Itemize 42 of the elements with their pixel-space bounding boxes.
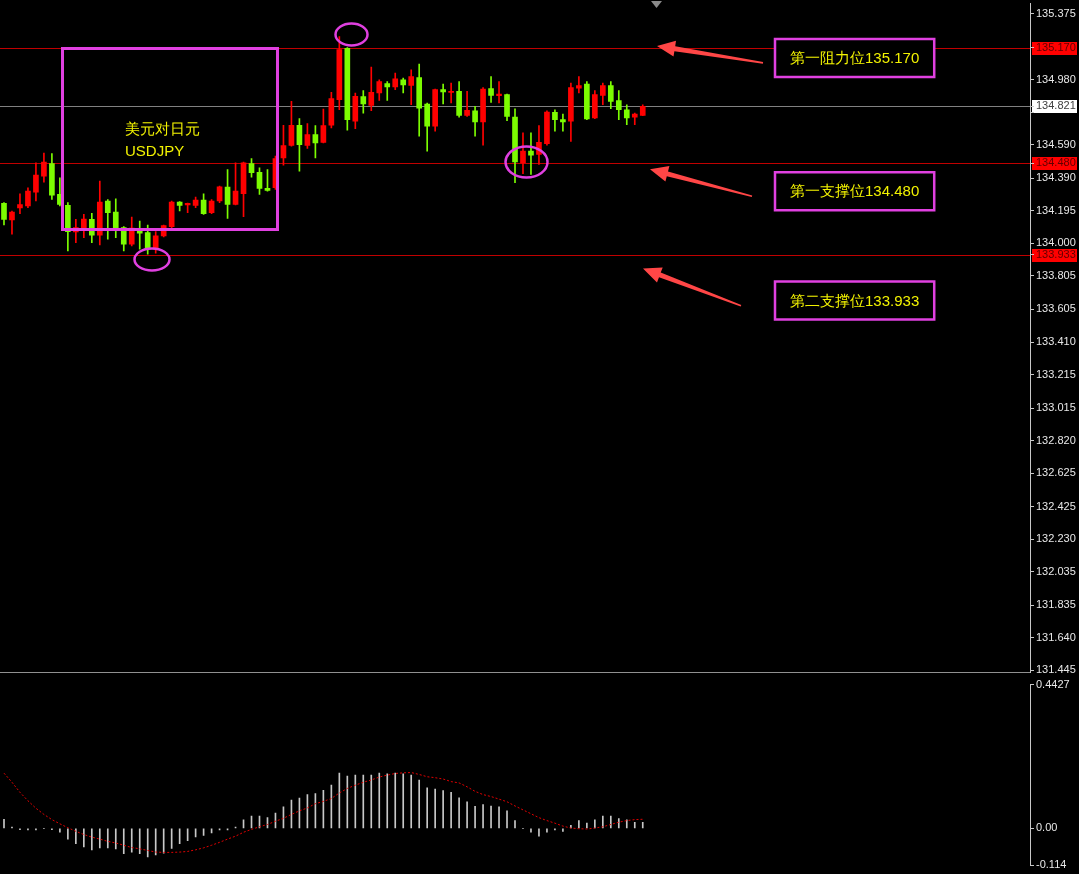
y-tick-label: 133.215 <box>1036 367 1076 380</box>
text: 美元对日元 <box>125 119 200 137</box>
y-tick-label: 132.230 <box>1036 532 1076 545</box>
candlestick <box>17 193 23 214</box>
y-tick-label: 0.00 <box>1036 821 1058 834</box>
line-series <box>3 772 644 853</box>
y-tick-label: 131.640 <box>1036 630 1076 643</box>
y-tick-label: 134.390 <box>1036 171 1076 184</box>
y-tick-label: 134.480 <box>1036 156 1076 169</box>
text: USDJPY <box>125 141 185 159</box>
ref-line-label: 第一支撑位134.480 <box>790 182 920 200</box>
y-tick-label: -0.114 <box>1036 858 1067 871</box>
candlestick <box>136 220 143 250</box>
y-tick-label: 134.000 <box>1036 236 1076 249</box>
y-tick-label: 133.933 <box>1036 247 1076 260</box>
y-tick-label: 134.195 <box>1036 203 1076 216</box>
y-tick-label: 132.820 <box>1036 433 1076 446</box>
y-tick-label: 131.835 <box>1036 598 1076 611</box>
y-tick-label: 133.805 <box>1036 269 1076 282</box>
y-tick-label: 0.4427 <box>1036 677 1070 690</box>
candlestick <box>448 82 454 104</box>
candlestick <box>440 83 446 105</box>
candlestick <box>576 76 582 94</box>
candlestick <box>528 132 534 175</box>
candlestick <box>384 81 391 101</box>
y-tick-label: 135.375 <box>1036 6 1076 19</box>
y-tick-label: 133.605 <box>1036 302 1076 315</box>
ref-line-label: 第二支撑位133.933 <box>790 291 920 309</box>
candlestick <box>464 91 470 117</box>
y-tick-label: 134.590 <box>1036 137 1076 150</box>
y-tick-label: 134.821 <box>1036 99 1076 112</box>
y-tick-label: 135.170 <box>1036 40 1076 53</box>
candlestick <box>496 81 502 104</box>
y-tick-label: 132.425 <box>1036 499 1076 512</box>
y-tick-label: 134.980 <box>1036 72 1076 85</box>
y-tick-label: 133.410 <box>1036 335 1076 348</box>
y-tick-label: 133.015 <box>1036 401 1076 414</box>
candlestick <box>560 113 566 132</box>
y-tick-label: 131.445 <box>1036 663 1076 676</box>
y-tick-label: 132.625 <box>1036 466 1076 479</box>
y-tick-label: 132.035 <box>1036 564 1076 577</box>
ref-line-label: 第一阻力位135.170 <box>790 49 920 67</box>
